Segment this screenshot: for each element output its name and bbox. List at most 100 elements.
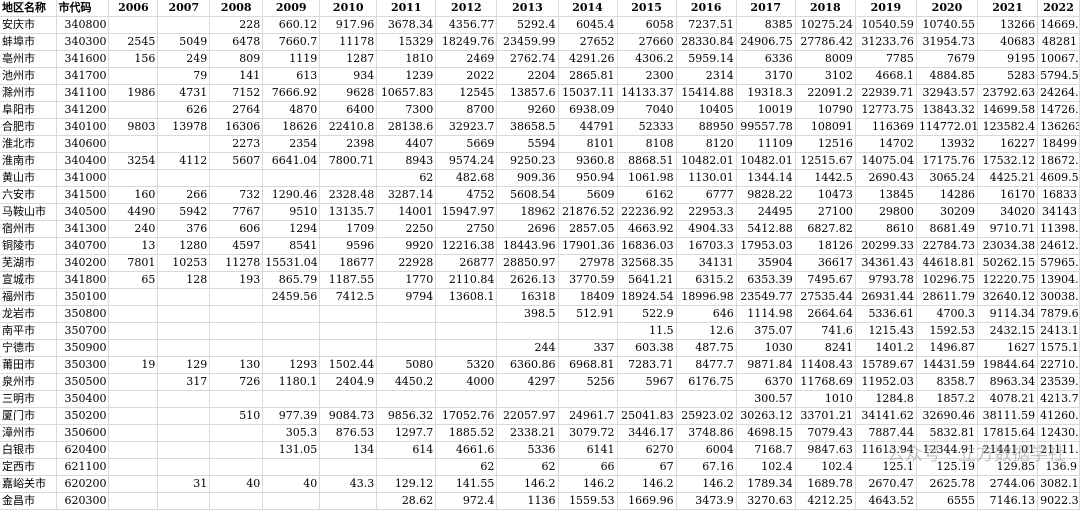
value-cell[interactable]: 1885.52: [435, 424, 498, 442]
value-cell[interactable]: 17052.76: [435, 407, 498, 425]
value-cell[interactable]: 7079.43: [795, 424, 856, 442]
value-cell[interactable]: 1401.2: [855, 339, 917, 357]
city-code-cell[interactable]: 340300: [56, 33, 110, 51]
region-name-cell[interactable]: 三明市: [0, 390, 57, 408]
value-cell[interactable]: 9920: [376, 237, 437, 255]
city-code-cell[interactable]: 350100: [56, 288, 110, 306]
value-cell[interactable]: [496, 390, 559, 408]
value-cell[interactable]: 5607: [209, 152, 264, 170]
value-cell[interactable]: 57965.28: [1037, 254, 1080, 272]
value-cell[interactable]: 7800.71: [319, 152, 378, 170]
value-cell[interactable]: 7237.51: [676, 16, 737, 34]
value-cell[interactable]: 30263.12: [736, 407, 796, 425]
region-name-cell[interactable]: 滁州市: [0, 84, 57, 102]
city-code-cell[interactable]: 341200: [56, 101, 110, 119]
value-cell[interactable]: 10790: [795, 101, 856, 119]
value-cell[interactable]: 38658.5: [496, 118, 559, 136]
value-cell[interactable]: 9871.84: [736, 356, 796, 374]
value-cell[interactable]: 32690.46: [916, 407, 979, 425]
value-cell[interactable]: [209, 441, 264, 459]
region-name-cell[interactable]: 芜湖市: [0, 254, 57, 272]
value-cell[interactable]: 1239: [376, 67, 437, 85]
value-cell[interactable]: 14133.37: [617, 84, 677, 102]
value-cell[interactable]: [157, 441, 211, 459]
value-cell[interactable]: 6336: [736, 50, 796, 68]
value-cell[interactable]: 131.05: [262, 441, 321, 459]
value-cell[interactable]: 337: [558, 339, 618, 357]
value-cell[interactable]: 34141.62: [855, 407, 917, 425]
value-cell[interactable]: 6370: [736, 373, 796, 391]
value-cell[interactable]: 18962: [496, 203, 559, 221]
value-cell[interactable]: 614: [376, 441, 437, 459]
value-cell[interactable]: 4731: [157, 84, 211, 102]
value-cell[interactable]: [262, 390, 321, 408]
value-cell[interactable]: [108, 475, 159, 493]
value-cell[interactable]: 41260.54: [1037, 407, 1080, 425]
value-cell[interactable]: 512.91: [558, 305, 618, 323]
value-cell[interactable]: 28.62: [376, 492, 437, 510]
value-cell[interactable]: 726: [209, 373, 264, 391]
value-cell[interactable]: 24906.75: [736, 33, 796, 51]
value-cell[interactable]: 8610: [855, 220, 917, 238]
value-cell[interactable]: 7152: [209, 84, 264, 102]
value-cell[interactable]: 44791: [558, 118, 618, 136]
value-cell[interactable]: 28611.79: [916, 288, 979, 306]
value-cell[interactable]: 22236.92: [617, 203, 677, 221]
value-cell[interactable]: 16170: [977, 186, 1039, 204]
city-code-cell[interactable]: 620200: [56, 475, 110, 493]
value-cell[interactable]: 12344.91: [916, 441, 979, 459]
value-cell[interactable]: 32640.12: [977, 288, 1039, 306]
value-cell[interactable]: 40: [209, 475, 264, 493]
value-cell[interactable]: 13135.7: [319, 203, 378, 221]
value-cell[interactable]: 9847.63: [795, 441, 856, 459]
value-cell[interactable]: 3678.34: [376, 16, 437, 34]
value-cell[interactable]: 16318: [496, 288, 559, 306]
region-name-cell[interactable]: 金昌市: [0, 492, 57, 510]
value-cell[interactable]: 114772.01: [916, 118, 979, 136]
column-header-year[interactable]: 2014: [558, 0, 618, 17]
value-cell[interactable]: 129: [157, 356, 211, 374]
value-cell[interactable]: 128: [157, 271, 211, 289]
value-cell[interactable]: 6141: [558, 441, 618, 459]
value-cell[interactable]: 646: [676, 305, 737, 323]
value-cell[interactable]: 1810: [376, 50, 437, 68]
value-cell[interactable]: 606: [209, 220, 264, 238]
value-cell[interactable]: 613: [262, 67, 321, 85]
value-cell[interactable]: 67.16: [676, 458, 737, 476]
value-cell[interactable]: 9828.22: [736, 186, 796, 204]
value-cell[interactable]: 876.53: [319, 424, 378, 442]
value-cell[interactable]: 7146.13: [977, 492, 1039, 510]
value-cell[interactable]: 510: [209, 407, 264, 425]
city-code-cell[interactable]: 341600: [56, 50, 110, 68]
value-cell[interactable]: 4884.85: [916, 67, 979, 85]
value-cell[interactable]: [209, 458, 264, 476]
value-cell[interactable]: 2398: [319, 135, 378, 153]
value-cell[interactable]: 25041.83: [617, 407, 677, 425]
value-cell[interactable]: 5336.61: [855, 305, 917, 323]
value-cell[interactable]: 5283: [977, 67, 1039, 85]
value-cell[interactable]: 18126: [795, 237, 856, 255]
value-cell[interactable]: 1297.7: [376, 424, 437, 442]
value-cell[interactable]: 67: [617, 458, 677, 476]
value-cell[interactable]: 6777: [676, 186, 737, 204]
value-cell[interactable]: [262, 492, 321, 510]
value-cell[interactable]: 26931.44: [855, 288, 917, 306]
value-cell[interactable]: 27978: [558, 254, 618, 272]
value-cell[interactable]: 8943: [376, 152, 437, 170]
value-cell[interactable]: 2857.05: [558, 220, 618, 238]
value-cell[interactable]: 6315.2: [676, 271, 737, 289]
value-cell[interactable]: 1689.78: [795, 475, 856, 493]
value-cell[interactable]: 4609.51: [1037, 169, 1080, 187]
value-cell[interactable]: 13978: [157, 118, 211, 136]
value-cell[interactable]: 15531.04: [262, 254, 321, 272]
value-cell[interactable]: 1215.43: [855, 322, 917, 340]
value-cell[interactable]: 24264.32: [1037, 84, 1080, 102]
value-cell[interactable]: 11408.43: [795, 356, 856, 374]
value-cell[interactable]: 146.2: [676, 475, 737, 493]
value-cell[interactable]: 130: [209, 356, 264, 374]
value-cell[interactable]: [157, 390, 211, 408]
value-cell[interactable]: 9856.32: [376, 407, 437, 425]
region-name-cell[interactable]: 铜陵市: [0, 237, 57, 255]
value-cell[interactable]: [108, 101, 159, 119]
value-cell[interactable]: 2690.43: [855, 169, 917, 187]
